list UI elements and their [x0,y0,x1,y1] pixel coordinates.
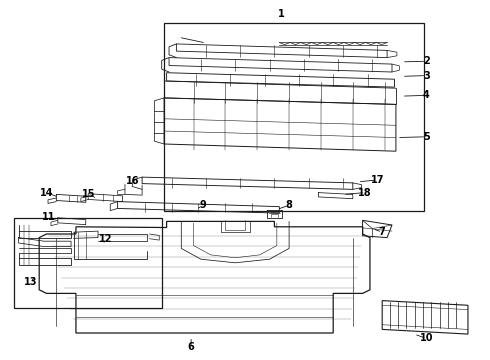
Text: 18: 18 [358,188,372,198]
Text: 13: 13 [24,276,37,287]
Text: 4: 4 [423,90,430,100]
Text: 2: 2 [423,56,430,66]
Text: 15: 15 [81,189,95,199]
Text: 6: 6 [188,342,195,352]
Text: 12: 12 [98,234,112,244]
Text: 1: 1 [278,9,285,19]
Text: 16: 16 [125,176,139,186]
Text: 7: 7 [379,227,386,237]
Text: 10: 10 [419,333,433,343]
Text: 9: 9 [200,200,207,210]
Text: 11: 11 [42,212,56,222]
Text: 14: 14 [40,188,53,198]
Text: 17: 17 [370,175,384,185]
Text: 5: 5 [423,132,430,142]
Text: 3: 3 [423,71,430,81]
Text: 8: 8 [286,200,293,210]
